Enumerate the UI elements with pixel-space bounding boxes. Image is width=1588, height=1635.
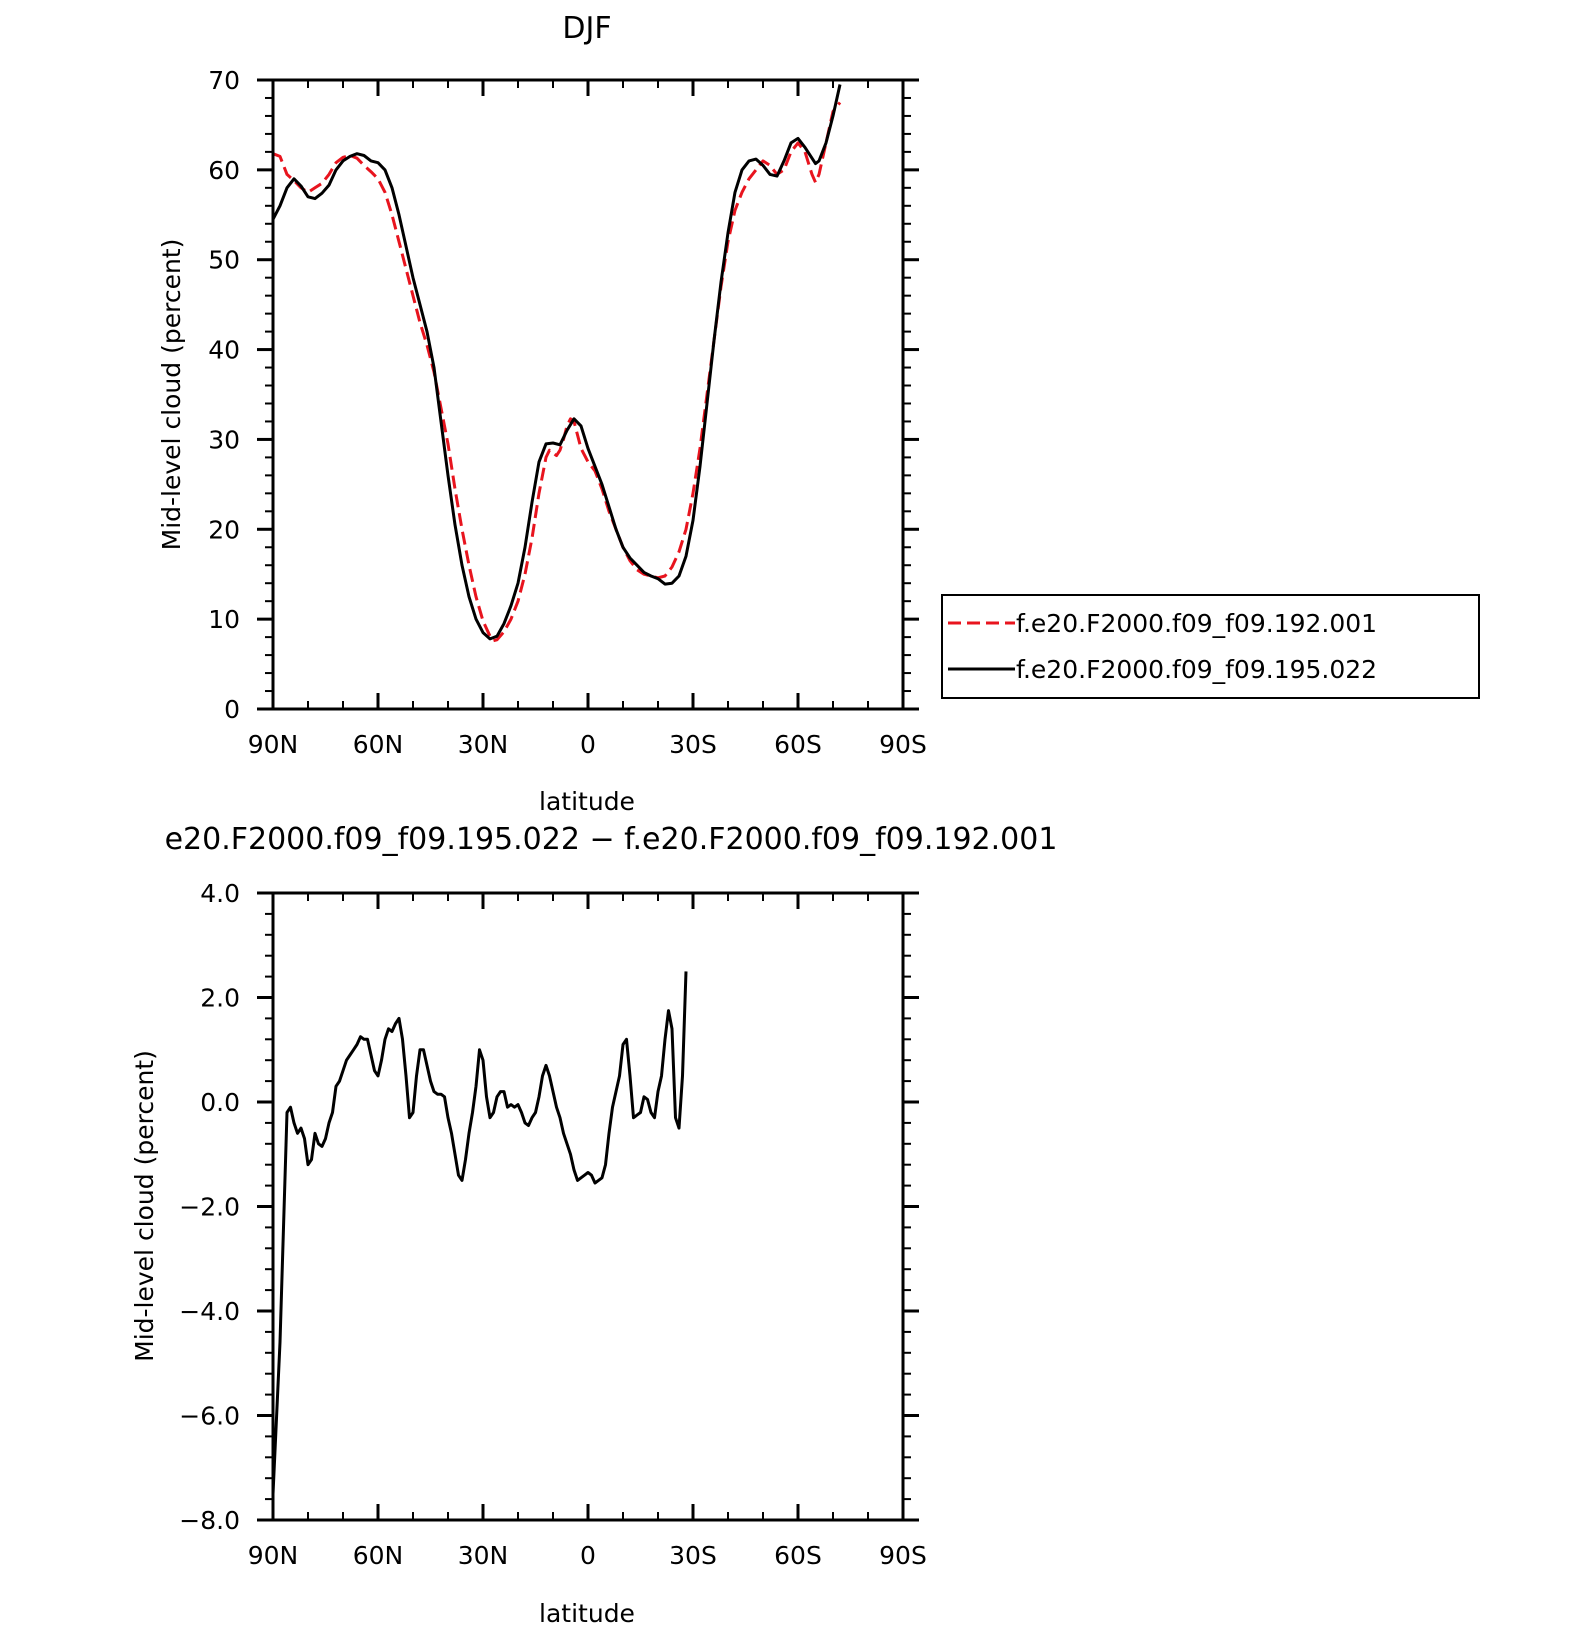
top-chart-frame [271,78,905,711]
x-tick-label: 30N [458,1541,509,1570]
bottom-chart-ticks: 90N 60N 30N 0 30S 60S 90S −8.0 −6.0 −4.0 −2.0 0.0 2.… [179,879,927,1570]
y-tick-label: 10 [208,605,240,634]
y-tick-label: 60 [208,156,240,185]
y-tick-label: 70 [208,66,240,95]
x-tick-label: 90N [248,1541,299,1570]
y-tick-label: −4.0 [179,1297,240,1326]
bottom-chart-frame [271,891,905,1522]
x-tick-label: 60S [774,1541,822,1570]
x-tick-label: 90N [248,730,299,759]
series-line-1 [272,101,842,643]
y-tick-label: 2.0 [200,984,240,1013]
bottom-chart: e20.F2000.f09_f09.195.022 − f.e20.F2000.… [130,822,1057,1628]
bottom-chart-y-axis-title: Mid-level cloud (percent) [130,1050,159,1362]
legend-label-1: f.e20.F2000.f09_f09.192.001 [1016,609,1377,638]
x-tick-label: 90S [879,730,927,759]
x-tick-label: 30N [458,730,509,759]
y-tick-label: 4.0 [200,879,240,908]
bottom-chart-title: e20.F2000.f09_f09.195.022 − f.e20.F2000.… [165,822,1058,857]
top-chart-title: DJF [562,11,611,46]
y-tick-label: −8.0 [179,1506,240,1535]
x-tick-label: 60S [774,730,822,759]
series-line-1 [271,971,688,1494]
y-tick-label: 30 [208,425,240,454]
legend: f.e20.F2000.f09_f09.192.001 f.e20.F2000.… [941,594,1480,699]
bottom-chart-x-axis-title: latitude [539,1599,635,1628]
legend-box [941,594,1480,699]
y-tick-label: 20 [208,515,240,544]
top-chart-ticks: 90N 60N 30N 0 30S 60S 90S 0 10 20 30 40 50 60 70 [208,66,927,759]
x-tick-label: 0 [580,730,596,759]
y-tick-label: 40 [208,336,240,365]
x-tick-label: 60N [353,730,404,759]
y-tick-label: −6.0 [179,1402,240,1431]
y-tick-label: 50 [208,246,240,275]
top-chart-y-axis-title: Mid-level cloud (percent) [157,239,186,551]
x-tick-label: 30S [669,1541,717,1570]
series-line-2 [271,84,842,641]
x-tick-label: 30S [669,730,717,759]
y-tick-label: 0.0 [200,1088,240,1117]
top-chart-series [271,84,842,643]
y-tick-label: 0 [224,695,240,724]
legend-label-2: f.e20.F2000.f09_f09.195.022 [1016,655,1377,684]
y-tick-label: −2.0 [179,1193,240,1222]
x-tick-label: 90S [879,1541,927,1570]
top-chart-x-axis-title: latitude [539,787,635,816]
x-tick-label: 60N [353,1541,404,1570]
bottom-chart-series [271,971,688,1494]
top-chart: DJF 90N 60N 30N 0 30S 60S 90S 0 10 20 30 40 50 60 70 l… [157,11,927,816]
x-tick-label: 0 [580,1541,596,1570]
